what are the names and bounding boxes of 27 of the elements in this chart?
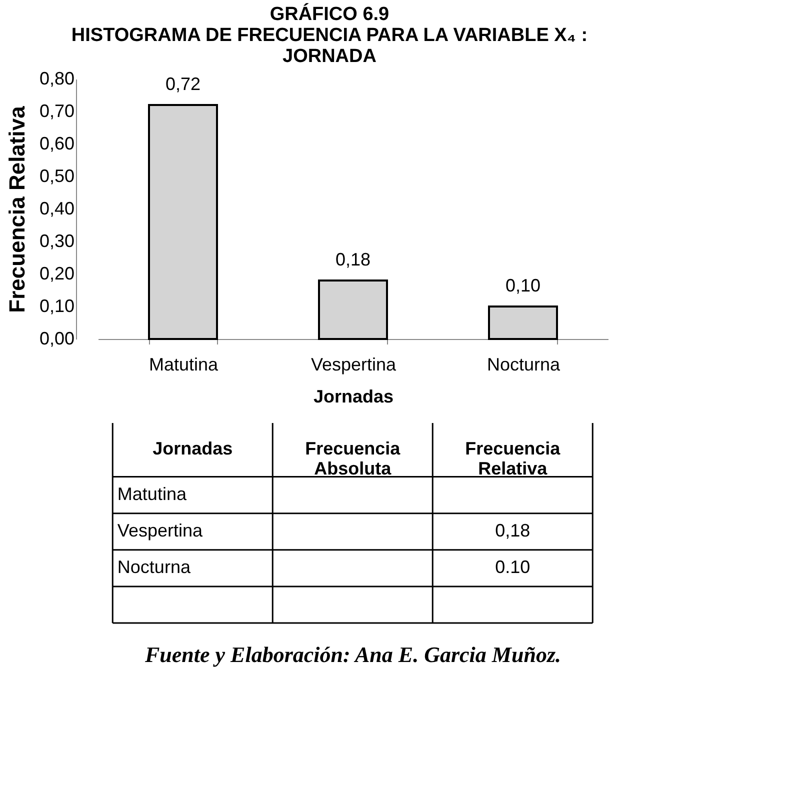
y-tick-label: 0,50: [39, 166, 74, 186]
text: Frecuencia Absoluta: [305, 438, 402, 479]
source-note: Fuente y Elaboración: Ana E. Garcia Muñoz.: [144, 642, 562, 667]
chart-title: GRÁFICO 6.9 HISTOGRAMA DE FRECUENCIA PARA LA VARIABLE X₄ : JORNADA: [71, 3, 588, 67]
text: 0.10: [495, 557, 530, 578]
data-label: 0,72: [165, 74, 201, 94]
text: Frecuencia Relativa: [465, 438, 562, 479]
y-tick-label: 0,40: [39, 198, 74, 218]
x-tick-label: Matutina: [148, 354, 220, 374]
category-label: Vespertina: [117, 520, 202, 541]
x-tick-label: Vespertina: [310, 354, 398, 374]
y-tick-label: 0,10: [39, 296, 74, 316]
category-label: Nocturna: [117, 557, 190, 578]
y-tick-label: 0,00: [39, 328, 74, 348]
y-tick-label: 0,80: [39, 68, 74, 88]
y-tick-label: 0,60: [39, 134, 74, 154]
text: Jornadas: [152, 438, 233, 459]
x-axis-title: Jornadas: [313, 386, 394, 406]
y-tick-label: 0,20: [39, 264, 74, 284]
data-label: 0,18: [335, 250, 371, 270]
data-label: 0,10: [505, 276, 541, 296]
y-axis-title: Frecuencia Relativa: [4, 105, 30, 313]
y-tick-label: 0,30: [39, 231, 74, 251]
y-tick-label: 0,70: [39, 101, 74, 121]
x-tick-label: Nocturna: [486, 354, 562, 374]
category-label: Matutina: [117, 484, 186, 504]
text: 0,18: [495, 520, 530, 541]
